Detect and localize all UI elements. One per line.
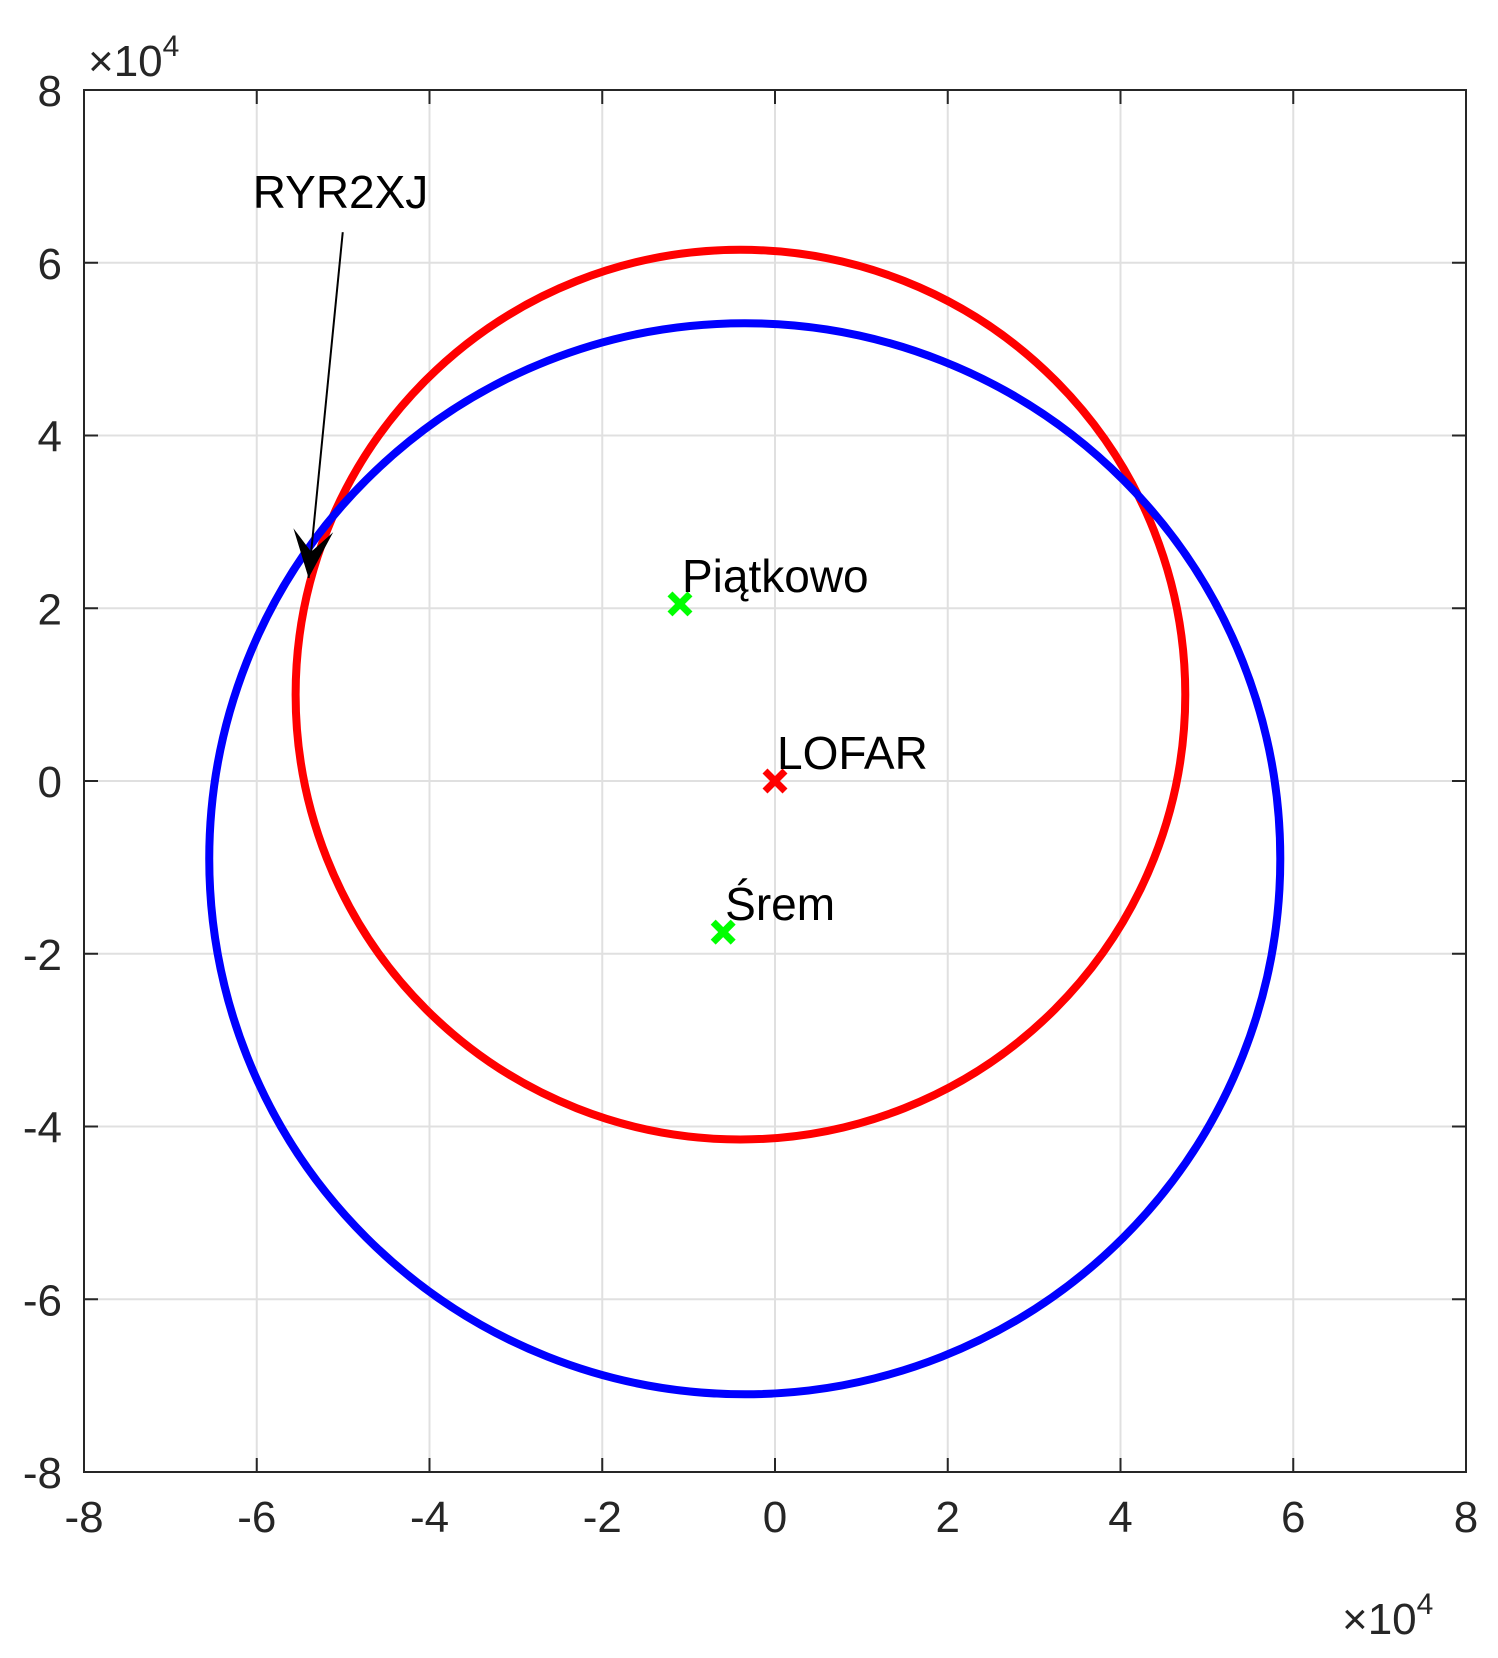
- marker--rem: [710, 919, 736, 945]
- annotation-arrow-line: [307, 232, 344, 579]
- x-multiplier-exponent: 4: [1417, 1588, 1434, 1621]
- y-tick-label: -6: [23, 1276, 62, 1325]
- blue-ellipse: [205, 319, 1285, 1399]
- tick-marks: [83, 89, 1467, 1473]
- point-label: Piątkowo: [682, 550, 869, 602]
- y-tick-label: -2: [23, 931, 62, 980]
- x-axis-multiplier: ×104: [1342, 1588, 1433, 1644]
- point-markers: Piątkowo LOFAR Śrem: [667, 550, 928, 945]
- y-multiplier-exponent: 4: [163, 30, 180, 63]
- x-tick-label: 8: [1454, 1493, 1478, 1542]
- y-tick-label: -8: [23, 1449, 62, 1498]
- x-tick-label: -2: [583, 1493, 622, 1542]
- x-tick-label: -6: [237, 1493, 276, 1542]
- y-tick-label: 6: [38, 240, 62, 289]
- y-tick-label: 0: [38, 758, 62, 807]
- x-tick-label: -4: [410, 1493, 449, 1542]
- annotation-arrow-head: [293, 528, 334, 579]
- y-axis-multiplier: ×104: [88, 30, 179, 86]
- curves: [205, 245, 1285, 1399]
- x-tick-label: -8: [64, 1493, 103, 1542]
- point-label: LOFAR: [777, 727, 928, 779]
- x-tick-label: 2: [936, 1493, 960, 1542]
- point-label: Śrem: [725, 878, 835, 930]
- annotations: RYR2XJ: [253, 166, 429, 579]
- marker-pi-tkowo: [667, 591, 693, 617]
- x-multiplier-base: ×10: [1342, 1595, 1417, 1644]
- y-multiplier-base: ×10: [88, 37, 163, 86]
- y-tick-label: -4: [23, 1104, 62, 1153]
- x-tick-label: 4: [1108, 1493, 1132, 1542]
- annotation-label: RYR2XJ: [253, 166, 429, 218]
- x-tick-label: 6: [1281, 1493, 1305, 1542]
- x-tick-label: 0: [763, 1493, 787, 1542]
- y-tick-labels: -8 -6 -4 -2 0 2 4 6 8: [23, 67, 62, 1498]
- y-tick-label: 2: [38, 585, 62, 634]
- x-tick-labels: -8 -6 -4 -2 0 2 4 6 8: [64, 1493, 1478, 1542]
- marker-cross-stroke: [710, 919, 736, 945]
- red-ellipse: [291, 245, 1190, 1144]
- marker-cross-stroke: [667, 591, 693, 617]
- y-tick-label: 4: [38, 413, 62, 462]
- y-tick-label: 8: [38, 67, 62, 116]
- marker-cross-stroke: [762, 768, 788, 794]
- marker-lofar: [762, 768, 788, 794]
